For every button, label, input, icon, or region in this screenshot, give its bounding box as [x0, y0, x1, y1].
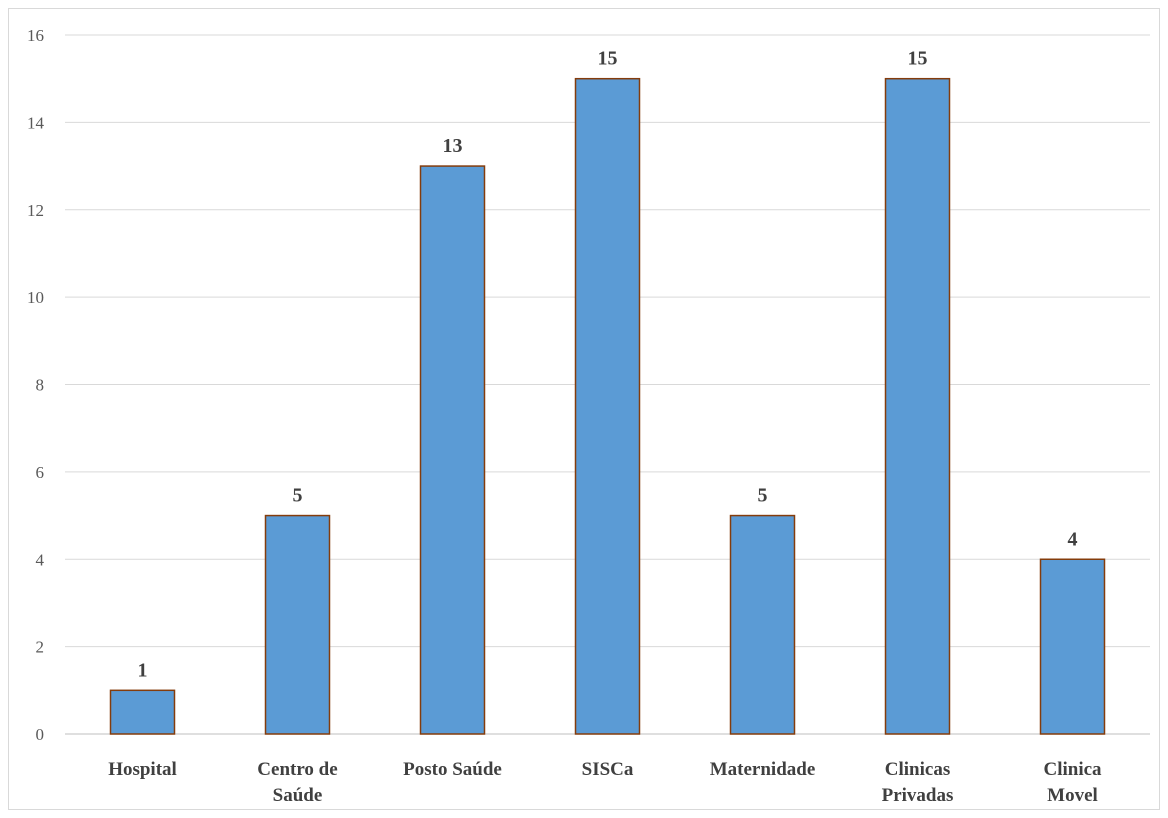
- category-label: Clinica: [1043, 759, 1102, 780]
- bar-4: [574, 77, 641, 735]
- x-axis-category-labels: Hospital Centro de Saúde Posto Saúde SISCa Ma…: [108, 759, 1102, 806]
- data-label: 15: [598, 48, 618, 70]
- y-tick-label: 4: [36, 550, 45, 569]
- y-axis-tick-labels: 0 2 4 6 8 10 12 14 16: [27, 26, 45, 744]
- data-label: 1: [138, 659, 148, 681]
- bars: [109, 77, 1106, 735]
- y-tick-label: 14: [27, 113, 45, 132]
- bar-1: [109, 689, 176, 735]
- y-tick-label: 6: [36, 463, 45, 482]
- bar-5: [729, 514, 796, 735]
- bar-2: [264, 514, 331, 735]
- category-label: Maternidade: [710, 759, 816, 780]
- data-label: 13: [443, 135, 463, 157]
- data-label: 15: [908, 48, 928, 70]
- y-tick-label: 2: [36, 638, 45, 657]
- category-label: Centro de: [257, 759, 337, 780]
- data-label: 5: [758, 485, 768, 507]
- data-label: 5: [293, 485, 303, 507]
- category-label: Saúde: [273, 785, 323, 806]
- category-label: Posto Saúde: [403, 759, 502, 780]
- bar-7: [1039, 558, 1106, 735]
- bar-3: [419, 165, 486, 735]
- category-label: Movel: [1047, 785, 1098, 806]
- category-label: Hospital: [108, 759, 177, 780]
- y-tick-label: 10: [27, 288, 44, 307]
- category-label: Clinicas: [885, 759, 950, 780]
- y-tick-label: 12: [27, 201, 44, 220]
- data-label: 4: [1068, 528, 1078, 550]
- y-tick-label: 8: [36, 376, 45, 395]
- y-tick-label: 16: [27, 26, 44, 45]
- bar-6: [884, 77, 951, 735]
- y-tick-label: 0: [36, 725, 45, 744]
- category-label: Privadas: [882, 785, 954, 806]
- category-label: SISCa: [582, 759, 634, 780]
